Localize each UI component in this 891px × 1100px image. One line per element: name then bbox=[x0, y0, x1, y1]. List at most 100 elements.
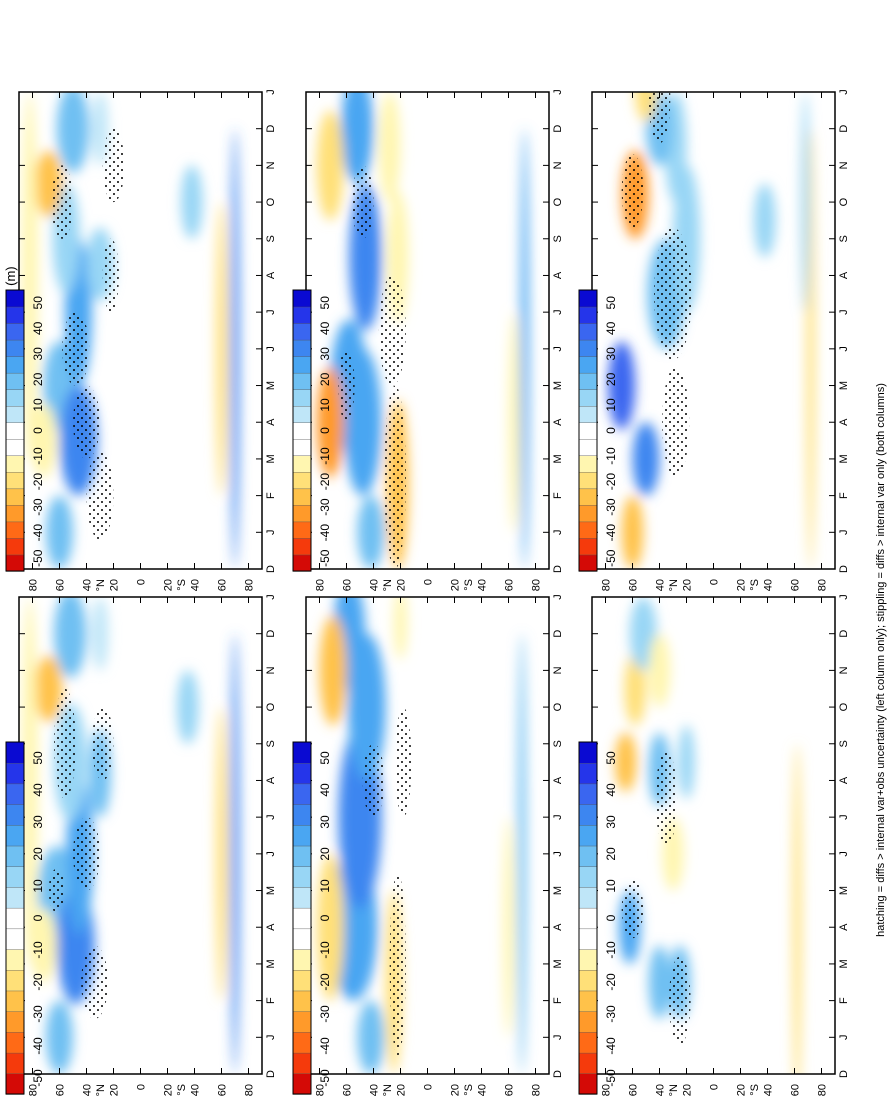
lat-tick-label: 40 bbox=[655, 579, 667, 591]
colorbar-tick-label: -50 bbox=[31, 549, 45, 567]
colorbar-tick-label: 30 bbox=[318, 815, 332, 829]
colorbar-swatch bbox=[5, 471, 25, 490]
colorbar-swatch bbox=[292, 948, 312, 971]
colorbar-swatch bbox=[578, 471, 598, 490]
month-tick-label: D bbox=[552, 565, 564, 573]
colorbar-tick-label: 20 bbox=[604, 847, 618, 861]
colorbar-tick-label: 10 bbox=[318, 879, 332, 893]
month-tick-label: S bbox=[838, 235, 850, 242]
lat-tick-label: 0 bbox=[136, 1084, 148, 1090]
month-tick-label: M bbox=[552, 454, 564, 463]
stipple-region bbox=[621, 154, 644, 228]
colorbar-tick-label: 30 bbox=[31, 347, 45, 361]
colorbar-tick-label: 20 bbox=[318, 372, 332, 386]
colorbar-tick-label: 0 bbox=[604, 914, 618, 921]
colorbar-swatch bbox=[5, 355, 25, 374]
stipple-region bbox=[389, 872, 406, 1056]
colorbar-swatch bbox=[292, 1073, 312, 1095]
field-blob bbox=[678, 725, 695, 799]
colorbar-swatch bbox=[5, 969, 25, 992]
field-blob bbox=[54, 597, 87, 678]
month-tick-label: S bbox=[552, 235, 564, 242]
month-tick-label: J bbox=[265, 346, 277, 352]
colorbar-swatch bbox=[292, 762, 312, 785]
field-blob bbox=[621, 495, 644, 569]
hemisphere-label: °S bbox=[749, 579, 761, 591]
colorbar-swatch bbox=[578, 405, 598, 423]
lat-tick-label: 80 bbox=[601, 1084, 613, 1096]
colorbar-swatch bbox=[5, 990, 25, 1012]
colorbar-swatch bbox=[292, 741, 312, 764]
colorbar-tick-label: -10 bbox=[318, 447, 332, 465]
colorbar-swatch bbox=[292, 372, 312, 390]
field-blob bbox=[517, 633, 527, 1074]
footnote: hatching = diffs > internal var+obs unce… bbox=[875, 383, 887, 937]
field-blob bbox=[316, 853, 344, 1001]
hemisphere-label: °S bbox=[463, 579, 475, 591]
lat-tick-label: 60 bbox=[55, 1084, 67, 1096]
month-tick-label: N bbox=[552, 161, 564, 169]
colorbar-tick-label: -40 bbox=[31, 1037, 45, 1055]
field-blob bbox=[316, 367, 344, 478]
month-tick-label: D bbox=[265, 125, 277, 133]
lat-tick-label: 60 bbox=[504, 1084, 516, 1096]
stipple-region bbox=[51, 165, 73, 239]
lat-tick-label: 0 bbox=[423, 1084, 435, 1090]
stipple-region bbox=[62, 312, 90, 386]
lat-tick-label: 0 bbox=[709, 579, 721, 585]
month-tick-label: S bbox=[265, 740, 277, 747]
colorbar-swatch bbox=[5, 537, 25, 556]
colorbar-swatch bbox=[578, 521, 598, 539]
colorbar-swatch bbox=[578, 1073, 598, 1095]
colorbar-swatch bbox=[5, 504, 25, 523]
colorbar: -50 -40 -30 -20 -10 0 10 20 30 40 50 bbox=[292, 741, 332, 1095]
stipple-region bbox=[378, 275, 406, 386]
colorbar-swatch bbox=[578, 455, 598, 473]
month-tick-label: F bbox=[552, 492, 564, 499]
lat-tick-label: 20 bbox=[109, 579, 121, 591]
colorbar: -50 -40 -30 -20 -10 0 10 20 30 40 50 bbox=[578, 289, 618, 572]
hemisphere-label: °S bbox=[176, 1084, 188, 1096]
month-tick-label: J bbox=[838, 530, 850, 536]
colorbar-tick-label: 0 bbox=[318, 914, 332, 921]
colorbar-swatch bbox=[578, 488, 598, 506]
colorbar-swatch bbox=[292, 306, 312, 324]
stipple-region bbox=[86, 451, 114, 540]
month-tick-label: D bbox=[552, 1070, 564, 1078]
colorbar-swatch bbox=[578, 306, 598, 324]
field-blob bbox=[754, 183, 776, 258]
month-tick-label: O bbox=[265, 197, 277, 206]
colorbar-tick-label: 0 bbox=[604, 427, 618, 434]
month-tick-label: A bbox=[838, 776, 850, 784]
colorbar-swatch bbox=[578, 355, 598, 374]
colorbar-swatch bbox=[5, 803, 25, 826]
field-blob bbox=[21, 92, 38, 459]
stipple-region bbox=[102, 128, 125, 203]
panel-p22: 80604020020406080°N°SDJFMAMJJASONDJCESM2… bbox=[290, 89, 564, 591]
lat-tick-label: 60 bbox=[217, 1084, 229, 1096]
colorbar-tick-label: -20 bbox=[31, 473, 45, 491]
colorbar-swatch bbox=[5, 886, 25, 909]
month-tick-label: A bbox=[838, 923, 850, 931]
colorbar: -50 -40 -30 -20 -10 0 10 20 30 40 50 bbox=[5, 289, 45, 572]
colorbar-swatch bbox=[5, 948, 25, 971]
month-tick-label: N bbox=[265, 666, 277, 674]
lat-tick-label: 40 bbox=[369, 579, 381, 591]
stipple-region bbox=[338, 348, 355, 423]
lat-tick-label: 0 bbox=[709, 1084, 721, 1090]
month-tick-label: M bbox=[838, 381, 850, 390]
lat-tick-label: 80 bbox=[244, 579, 256, 591]
month-tick-label: J bbox=[838, 594, 850, 600]
month-tick-label: M bbox=[265, 959, 277, 968]
colorbar-swatch bbox=[292, 783, 312, 805]
month-tick-label: J bbox=[265, 814, 277, 820]
colorbar: -50 -40 -30 -20 -10 0 10 20 30 40 50 bbox=[5, 741, 45, 1095]
lat-tick-label: 0 bbox=[136, 579, 148, 585]
colorbar-tick-label: 30 bbox=[604, 347, 618, 361]
colorbar-swatch bbox=[5, 422, 25, 440]
colorbar-swatch bbox=[578, 907, 598, 930]
lat-tick-label: 20 bbox=[682, 579, 694, 591]
month-tick-label: D bbox=[838, 1070, 850, 1078]
stipple-region bbox=[384, 385, 406, 569]
